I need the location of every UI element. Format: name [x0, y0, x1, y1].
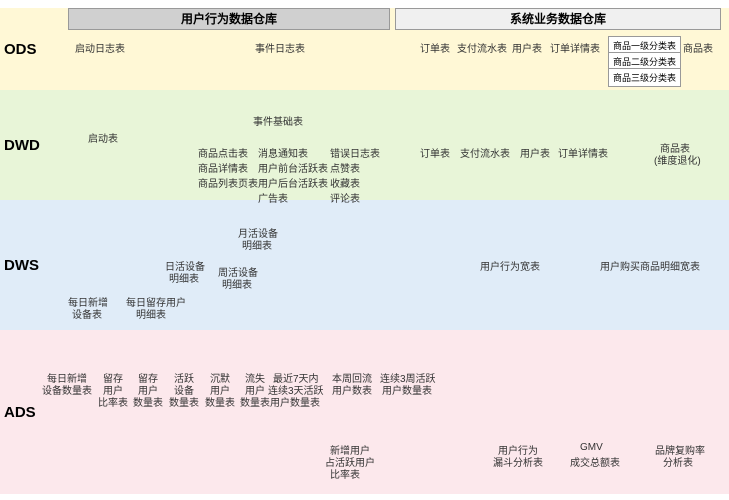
node-n12: 商品列表页表 [198, 175, 258, 190]
node-n9: 事件基础表 [253, 113, 303, 128]
node-n13: 消息通知表 [258, 145, 308, 160]
node-n27b: 明细表 [169, 270, 199, 285]
node-n20: 评论表 [330, 190, 360, 205]
node-n33b: 设备数量表 [42, 382, 92, 397]
layer-label-dwd: DWD [0, 90, 45, 200]
header: 系统业务数据仓库 [395, 8, 721, 30]
node-n25b: (维度退化) [654, 152, 701, 167]
node-n21: 订单表 [420, 145, 450, 160]
node-n6: 订单详情表 [550, 40, 600, 55]
node-n34c: 比率表 [98, 394, 128, 409]
node-n4: 支付流水表 [457, 40, 507, 55]
node-n1: 启动日志表 [75, 40, 125, 55]
node-n14: 用户前台活跃表 [258, 160, 328, 175]
node-n10: 商品点击表 [198, 145, 248, 160]
node-n35c: 数量表 [133, 394, 163, 409]
node-nb3: 商品三级分类表 [608, 68, 681, 87]
node-n23: 用户表 [520, 145, 550, 160]
node-n22: 支付流水表 [460, 145, 510, 160]
node-n30: 用户购买商品明细宽表 [600, 258, 700, 273]
node-n5: 用户表 [512, 40, 542, 55]
node-n3: 订单表 [420, 40, 450, 55]
header: 用户行为数据仓库 [68, 8, 390, 30]
node-n38c: 数量表 [240, 394, 270, 409]
node-n39c: 用户数量表 [270, 394, 320, 409]
node-n40b: 用户数表 [332, 382, 372, 397]
node-n37c: 数量表 [205, 394, 235, 409]
node-n26b: 明细表 [242, 237, 272, 252]
node-n32b: 明细表 [136, 306, 166, 321]
node-n15: 用户后台活跃表 [258, 175, 328, 190]
node-n8: 启动表 [88, 130, 118, 145]
node-n24: 订单详情表 [558, 145, 608, 160]
node-n42c: 比率表 [330, 466, 360, 481]
node-n18: 点赞表 [330, 160, 360, 175]
node-n41b: 用户数量表 [382, 382, 432, 397]
node-n16: 广告表 [258, 190, 288, 205]
node-n2: 事件日志表 [255, 40, 305, 55]
node-n17: 错误日志表 [330, 145, 380, 160]
layer-label-ads: ADS [0, 330, 45, 494]
node-n28b: 明细表 [222, 276, 252, 291]
node-n19: 收藏表 [330, 175, 360, 190]
node-n44b: 成交总额表 [570, 454, 620, 469]
node-n29: 用户行为宽表 [480, 258, 540, 273]
layer-ads [0, 330, 729, 494]
layer-label-ods: ODS [0, 8, 45, 90]
node-n43b: 漏斗分析表 [493, 454, 543, 469]
node-n11: 商品详情表 [198, 160, 248, 175]
layer-label-dws: DWS [0, 200, 45, 330]
node-n31b: 设备表 [72, 306, 102, 321]
node-n7: 商品表 [683, 40, 713, 55]
node-n36c: 数量表 [169, 394, 199, 409]
node-n45b: 分析表 [663, 454, 693, 469]
node-n44: GMV [580, 442, 603, 453]
